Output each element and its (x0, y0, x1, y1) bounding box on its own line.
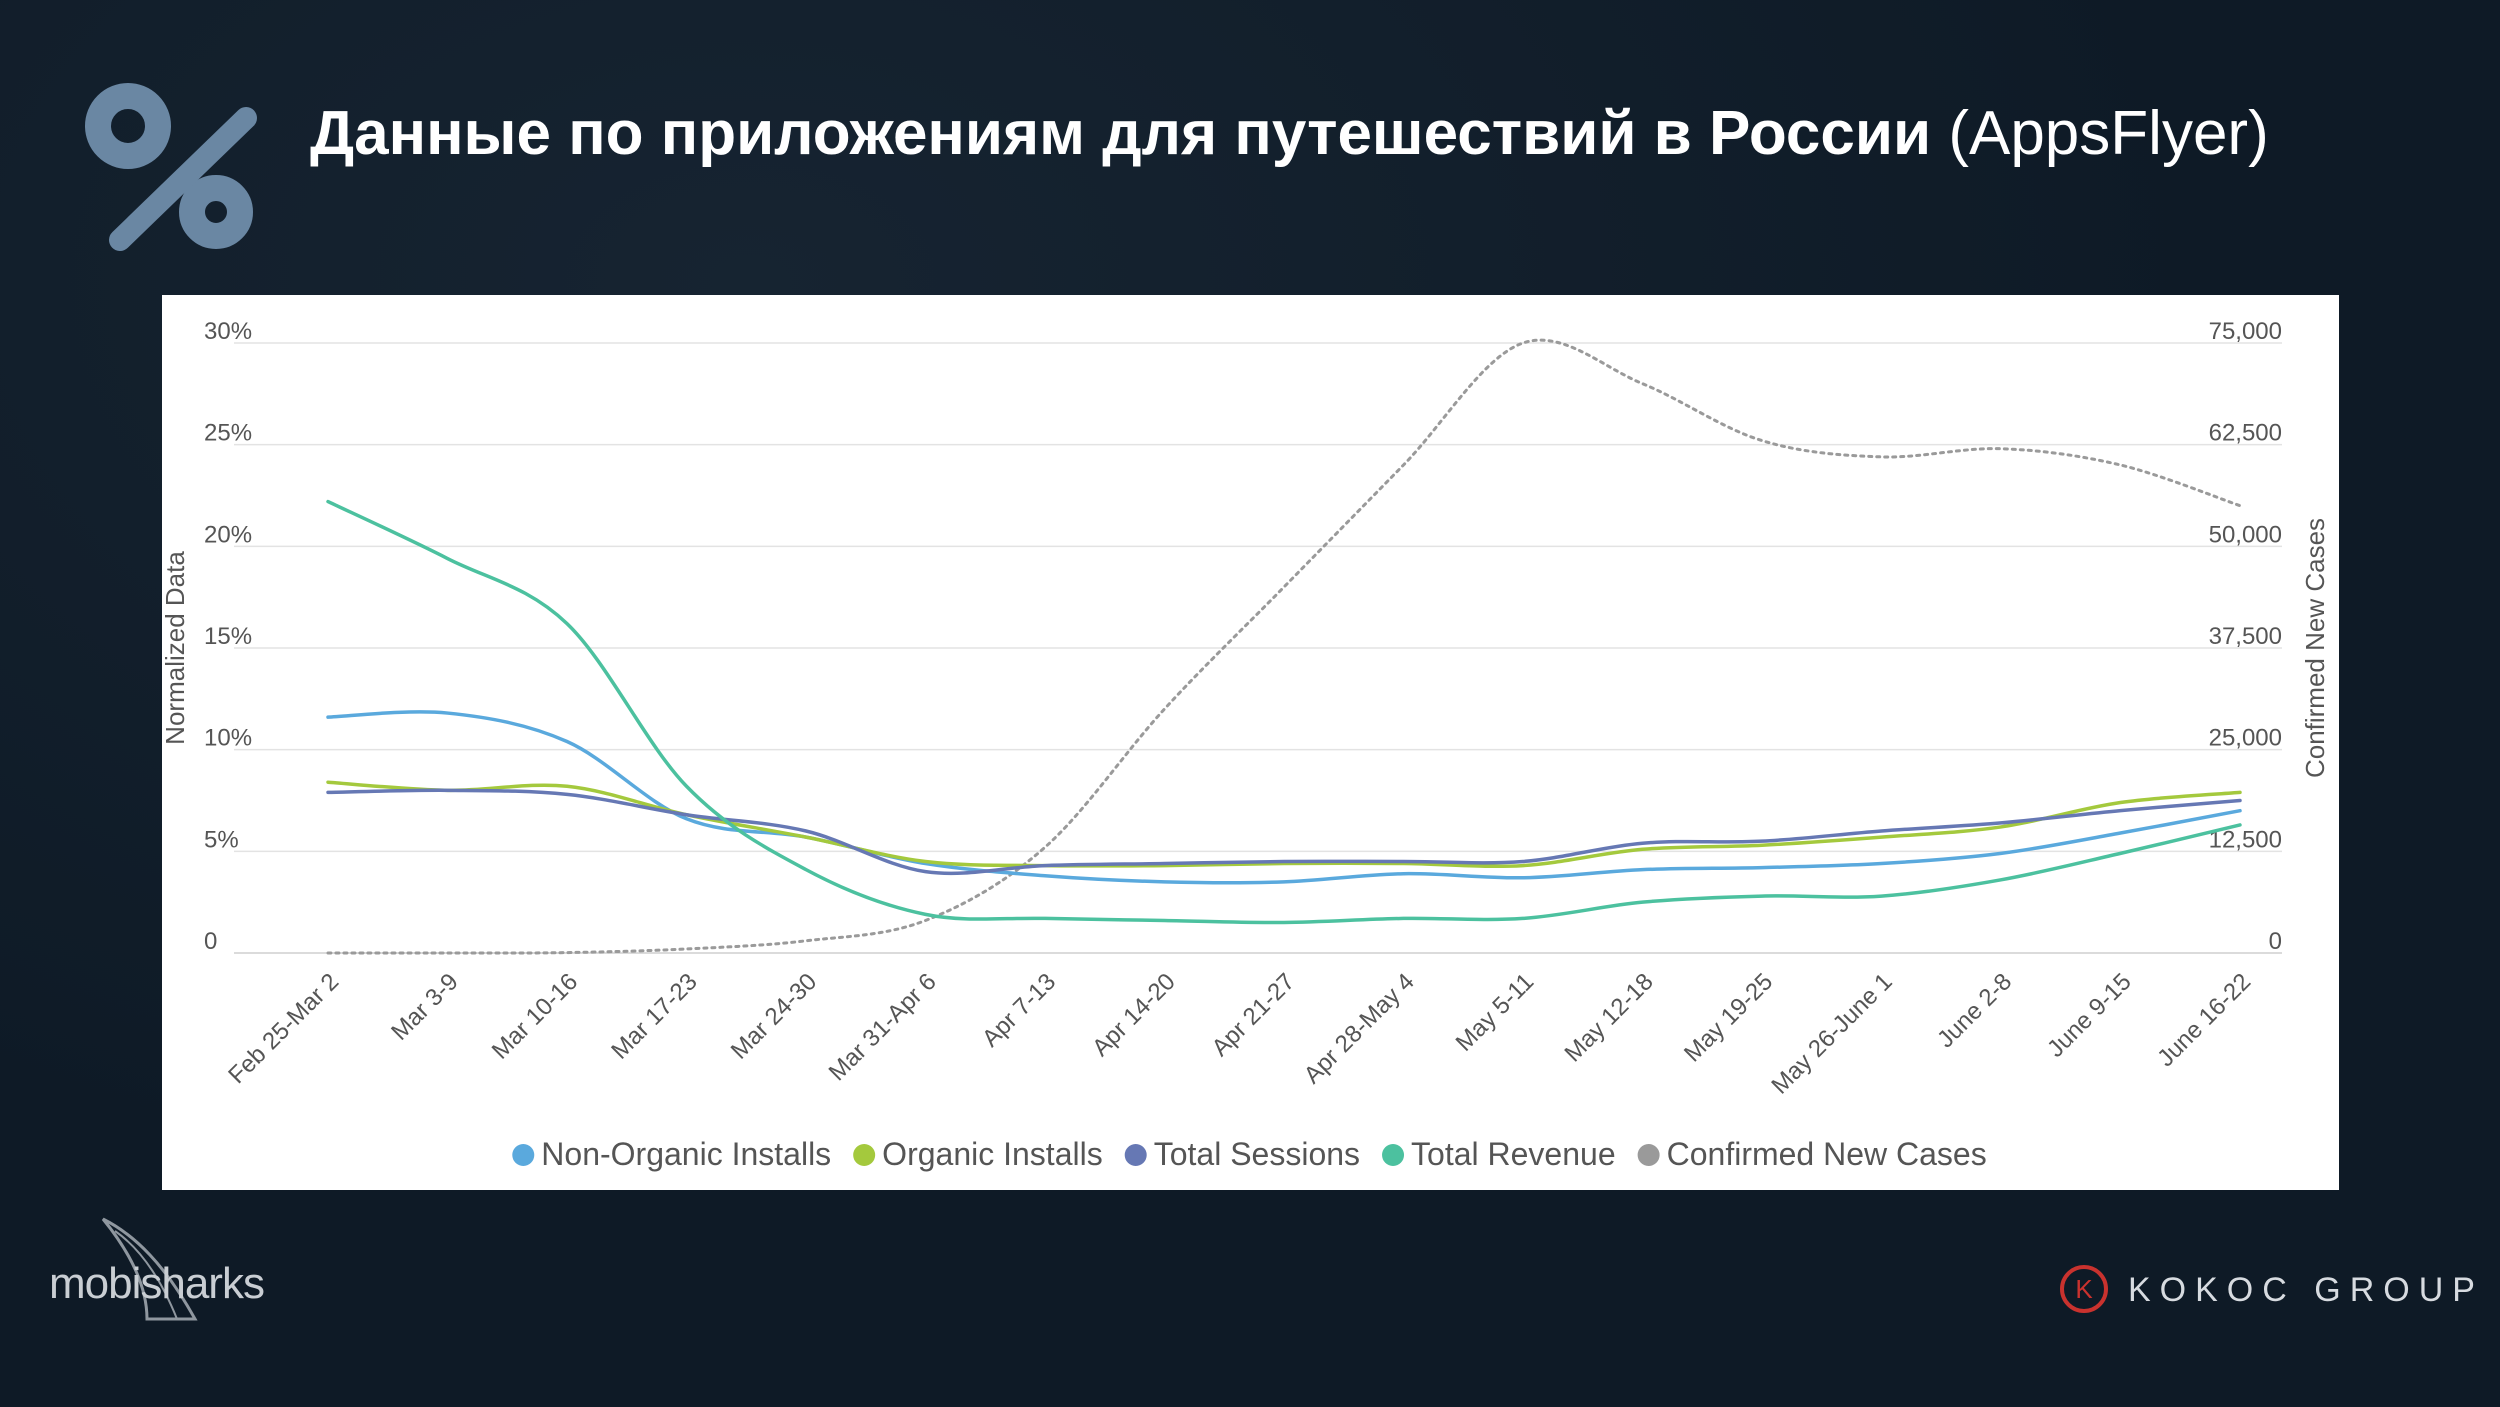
x-tick-label: Mar 10-16 (487, 968, 583, 1064)
legend-marker (1124, 1144, 1147, 1166)
kokoc-group-logo: K KOKOC GROUP (2058, 1263, 2478, 1319)
x-tick-label: June 16-22 (2152, 968, 2256, 1072)
y2-axis-title: Confirmed New Cases (2300, 518, 2330, 778)
x-tick-label: Apr 7-13 (977, 968, 1061, 1052)
y2-tick-label: 0 (2269, 928, 2282, 955)
x-tick-label: Apr 14-20 (1087, 968, 1181, 1062)
y-tick-label: 25% (204, 420, 252, 447)
line-chart: 30% 75,000 25% 62,500 20% 50,000 15% 37,500 10% 2… (162, 318, 2330, 1172)
mobisharks-logo: mobisharks (45, 1215, 345, 1335)
legend-label: Total Sessions (1154, 1136, 1360, 1172)
legend-label: Confirmed New Cases (1667, 1136, 1987, 1172)
kokoc-k-icon: K (2060, 1265, 2108, 1313)
y-tick-label: 20% (204, 521, 252, 548)
series-line-total-revenue (326, 499, 2242, 925)
x-tick-label: June 9-15 (2042, 968, 2137, 1063)
x-tick-label: Apr 28-May 4 (1299, 968, 1420, 1089)
series-line-confirmed-new-cases (326, 338, 2242, 955)
legend-item: Non-Organic Installs (512, 1136, 831, 1172)
legend-label: Organic Installs (882, 1136, 1103, 1172)
legend-marker (1382, 1144, 1405, 1166)
legend-item: Total Sessions (1124, 1136, 1360, 1172)
series-line-organic-installs (326, 780, 2242, 869)
title-main: Данные по приложениям для путешествий в … (310, 99, 1932, 168)
x-tick-label: Apr 21-27 (1207, 968, 1301, 1062)
x-tick-label: May 26-June 1 (1766, 968, 1897, 1099)
x-tick-label: Mar 17-23 (606, 968, 702, 1064)
legend-item: Confirmed New Cases (1637, 1136, 1987, 1172)
series-line-non-organic-installs (326, 710, 2242, 885)
title-source: (AppsFlyer) (1948, 99, 2269, 168)
y2-tick-label: 37,500 (2209, 623, 2282, 650)
x-tick-label: Mar 3-9 (386, 968, 464, 1046)
legend-item: Total Revenue (1382, 1136, 1616, 1172)
x-tick-label: Mar 24-30 (726, 968, 822, 1064)
x-tick-label: May 12-18 (1559, 968, 1658, 1067)
legend-label: Total Revenue (1411, 1136, 1616, 1172)
y2-tick-label: 75,000 (2209, 318, 2282, 345)
mobisharks-wordmark: mobisharks (49, 1259, 265, 1308)
shark-fin-icon (101, 1217, 198, 1321)
kokoc-k-letter: K (2075, 1274, 2093, 1304)
x-tick-label: May 19-25 (1679, 968, 1778, 1067)
y-tick-label: 30% (204, 318, 252, 345)
y2-tick-label: 25,000 (2209, 725, 2282, 752)
x-tick-label: Mar 31-Apr 6 (824, 968, 942, 1086)
legend-marker (853, 1144, 876, 1166)
percent-icon (85, 83, 257, 251)
legend-marker (512, 1144, 535, 1166)
y-tick-label: 10% (204, 725, 252, 752)
legend: Non-Organic Installs Organic Installs Tota… (512, 1136, 1987, 1172)
y2-tick-label: 50,000 (2209, 521, 2282, 548)
page-title: Данные по приложениям для путешествий в … (310, 98, 2460, 169)
legend-item: Organic Installs (853, 1136, 1103, 1172)
x-tick-label: May 5-11 (1451, 968, 1540, 1057)
kokoc-wordmark: KOKOC GROUP (2128, 1271, 2484, 1309)
x-tick-label: Feb 25-Mar 2 (223, 968, 344, 1089)
y2-tick-label: 62,500 (2209, 420, 2282, 447)
chart-panel: 30% 75,000 25% 62,500 20% 50,000 15% 37,500 10% 2… (162, 295, 2339, 1190)
y-axis-title: Normalized Data (162, 551, 190, 745)
series-line-total-sessions (326, 788, 2242, 876)
legend-label: Non-Organic Installs (541, 1136, 831, 1172)
y-tick-label: 0 (204, 928, 217, 955)
x-tick-label: June 2-8 (1932, 968, 2017, 1053)
y-tick-label: 15% (204, 623, 252, 650)
y-tick-label: 5% (204, 826, 239, 853)
legend-marker (1637, 1144, 1660, 1166)
